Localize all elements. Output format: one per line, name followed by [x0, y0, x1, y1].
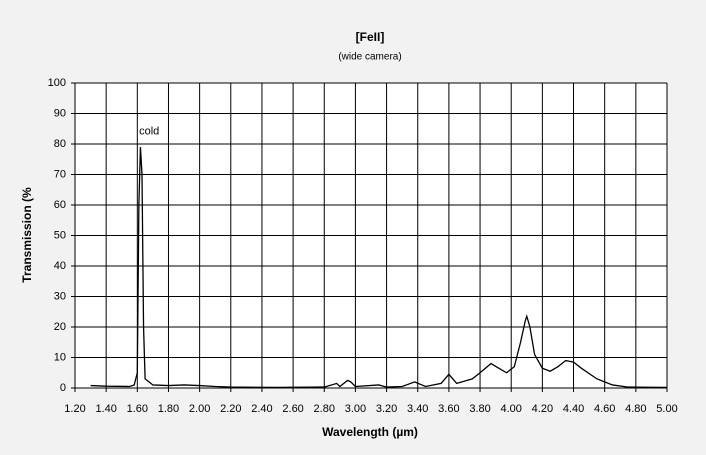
chart-subtitle: (wide camera) — [338, 52, 401, 63]
x-tick-label: 1.60 — [127, 403, 148, 415]
x-tick-label: 1.40 — [95, 403, 116, 415]
x-tick-label: 3.80 — [469, 403, 490, 415]
x-tick-label: 2.40 — [251, 403, 272, 415]
x-tick-label: 2.80 — [314, 403, 335, 415]
y-tick-label: 100 — [48, 77, 66, 89]
x-tick-label: 3.40 — [407, 403, 428, 415]
x-tick-label: 2.00 — [189, 403, 210, 415]
x-tick-label: 4.80 — [625, 403, 646, 415]
y-tick-label: 50 — [54, 229, 66, 241]
x-tick-label: 3.20 — [376, 403, 397, 415]
x-tick-label: 4.60 — [594, 403, 615, 415]
x-tick-label: 3.60 — [438, 403, 459, 415]
data-line — [90, 147, 668, 389]
x-tick-label: 4.20 — [532, 403, 553, 415]
x-tick-label: 1.20 — [64, 403, 85, 415]
x-tick-label: 1.80 — [158, 403, 179, 415]
x-tick-label: 4.40 — [563, 403, 584, 415]
y-tick-label: 0 — [60, 382, 66, 394]
y-tick-label: 10 — [54, 351, 66, 363]
x-tick-label: 5.00 — [656, 403, 677, 415]
y-tick-label: 20 — [54, 321, 66, 333]
y-tick-label: 60 — [54, 199, 66, 211]
x-axis-title: Wavelength (µm) — [322, 425, 418, 439]
y-tick-label: 90 — [54, 107, 66, 119]
x-tick-label: 3.00 — [345, 403, 366, 415]
x-tick-label: 2.60 — [282, 403, 303, 415]
x-tick-label: 2.20 — [220, 403, 241, 415]
y-tick-label: 30 — [54, 290, 66, 302]
y-tick-label: 40 — [54, 260, 66, 272]
y-tick-label: 80 — [54, 138, 66, 150]
chart-title: [FeII] — [356, 30, 385, 44]
y-tick-label: 70 — [54, 168, 66, 180]
x-tick-label: 4.00 — [500, 403, 521, 415]
y-axis-title: Transmission (% — [20, 187, 34, 283]
annotation: cold — [139, 126, 159, 138]
